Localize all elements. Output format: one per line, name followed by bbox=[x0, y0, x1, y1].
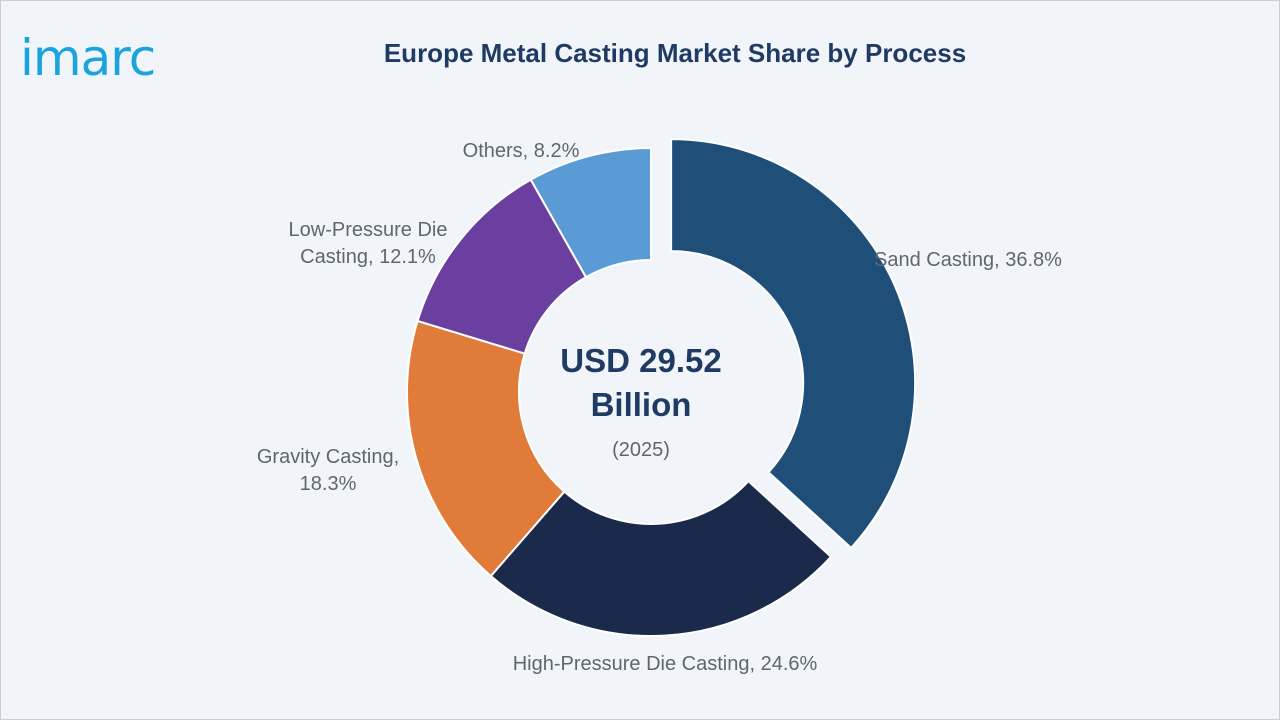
center-unit: Billion bbox=[591, 386, 692, 423]
label-low-pressure-die-casting: Low-Pressure Die Casting, 12.1% bbox=[289, 219, 448, 268]
slice-gravity-casting bbox=[406, 319, 566, 578]
slice-sand-casting bbox=[670, 138, 917, 550]
slice-high-pressure-die-casting bbox=[489, 479, 833, 637]
center-value: USD 29.52 bbox=[560, 342, 721, 379]
imarc-logo: imarc bbox=[20, 28, 210, 88]
slice-labels: Sand Casting, 36.8% High-Pressure Die Cas… bbox=[257, 140, 1062, 675]
label-sand-casting: Sand Casting, 36.8% bbox=[874, 249, 1062, 271]
label-others: Others, 8.2% bbox=[463, 140, 580, 162]
label-high-pressure-die-casting: High-Pressure Die Casting, 24.6% bbox=[513, 653, 818, 675]
label-gravity-casting: Gravity Casting, 18.3% bbox=[257, 446, 399, 495]
slice-others bbox=[529, 146, 652, 279]
logo-text: imarc bbox=[20, 29, 156, 87]
center-year: (2025) bbox=[612, 439, 670, 461]
donut-slices bbox=[406, 138, 917, 637]
chart-title: Europe Metal Casting Market Share by Pro… bbox=[383, 38, 967, 68]
